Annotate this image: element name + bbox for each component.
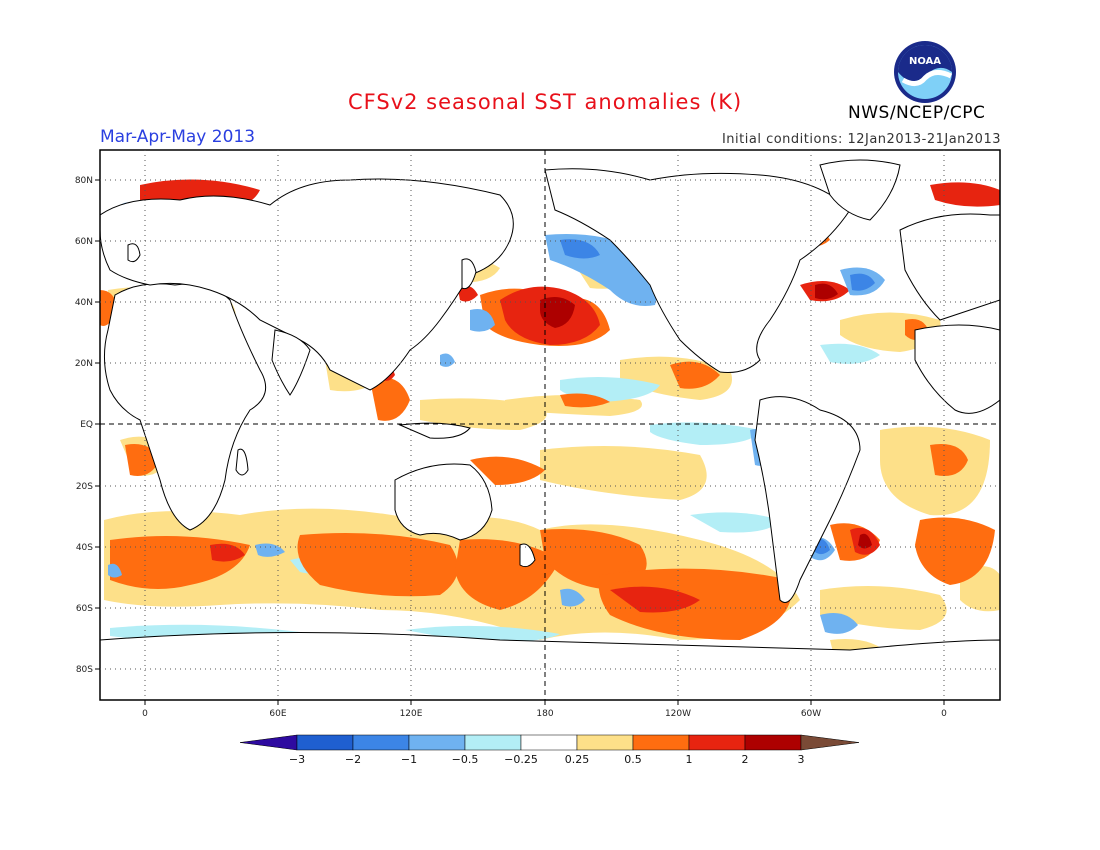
lon-label: 0 xyxy=(941,709,947,719)
lon-label: 180 xyxy=(536,709,553,719)
initial-conditions-label: Initial conditions: 12Jan2013-21Jan2013 xyxy=(721,132,1001,147)
lat-label: 40N xyxy=(75,298,93,308)
lon-label: 120E xyxy=(400,709,423,719)
latitude-labels: 80N 60N 40N 20N EQ 20S 40S 60S 80S xyxy=(75,176,93,675)
map-frame xyxy=(99,149,1001,701)
colorbar-swatch xyxy=(576,734,634,751)
lat-label: 20S xyxy=(76,482,93,492)
lat-label: 60S xyxy=(76,604,93,614)
lat-label: 20N xyxy=(75,359,93,369)
coastlines xyxy=(100,159,1000,700)
colorbar-tick-label: −1 xyxy=(401,753,417,766)
colorbar-tick-label: −3 xyxy=(289,753,305,766)
lon-label: 120W xyxy=(665,709,691,719)
lat-label: 60N xyxy=(75,237,93,247)
colorbar-swatch xyxy=(296,734,354,751)
lat-label: 80S xyxy=(76,665,93,675)
colorbar-arrow-high xyxy=(800,734,860,751)
agency-label: NWS/NCEP/CPC xyxy=(848,103,986,123)
longitude-labels: 0 60E 120E 180 120W 60W 0 xyxy=(142,709,947,719)
colorbar-swatch xyxy=(632,734,690,751)
anomaly-2-3 xyxy=(540,283,872,549)
noaa-logo-text: NOAA xyxy=(909,56,941,67)
colorbar-tick-label: −0.5 xyxy=(452,753,479,766)
longitude-gridlines xyxy=(144,150,945,700)
colorbar-tick-label: −2 xyxy=(345,753,361,766)
anomaly-field xyxy=(100,150,1000,700)
lat-label: EQ xyxy=(80,420,93,430)
colorbar-tick-label: 2 xyxy=(742,753,749,766)
anomaly-neg-1-2 xyxy=(560,239,875,555)
colorbar-arrow-low xyxy=(239,734,298,751)
lon-label: 60E xyxy=(269,709,286,719)
colorbar-tick-label: 1 xyxy=(686,753,693,766)
colorbar-swatch xyxy=(688,734,746,751)
colorbar-tick-label: −0.25 xyxy=(504,753,538,766)
colorbar-labels: −3 −2 −1 −0.5 −0.25 0.25 0.5 1 2 3 xyxy=(289,753,805,766)
season-label: Mar-Apr-May 2013 xyxy=(100,127,256,147)
noaa-logo: NOAA xyxy=(894,41,956,103)
colorbar-tick-label: 3 xyxy=(798,753,805,766)
colorbar-tick-label: 0.5 xyxy=(624,753,642,766)
colorbar-swatch xyxy=(352,734,410,751)
axis-ticks xyxy=(95,179,945,705)
colorbar-tick-label: 0.25 xyxy=(565,753,590,766)
map-title: CFSv2 seasonal SST anomalies (K) xyxy=(348,90,743,114)
colorbar-swatch xyxy=(464,734,522,751)
colorbar-swatch xyxy=(744,734,802,751)
lon-label: 60W xyxy=(801,709,821,719)
lat-label: 80N xyxy=(75,176,93,186)
latitude-gridlines xyxy=(100,179,1000,670)
colorbar xyxy=(239,734,860,751)
colorbar-swatch xyxy=(408,734,466,751)
lat-label: 40S xyxy=(76,543,93,553)
colorbar-swatch xyxy=(520,734,578,751)
lon-label: 0 xyxy=(142,709,148,719)
